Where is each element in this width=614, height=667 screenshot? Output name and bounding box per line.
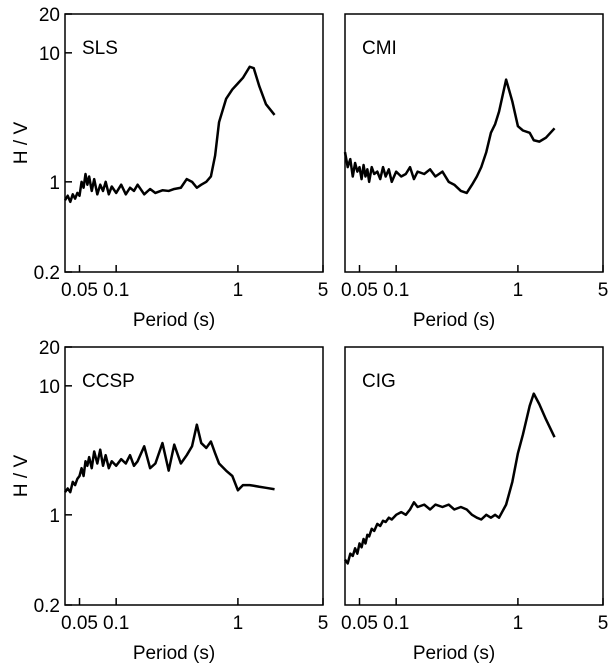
y-tick-label: 0.2	[34, 263, 60, 284]
y-tick-label: 20	[39, 338, 60, 359]
panel-label: SLS	[82, 38, 118, 59]
y-tick-label: 0.2	[34, 596, 60, 617]
x-tick-label: 1	[233, 280, 244, 301]
x-axis-label: Period (s)	[133, 643, 215, 664]
x-tick-label: 0.05	[341, 280, 378, 301]
x-tick-label: 5	[598, 613, 609, 634]
y-tick-label: 10	[39, 44, 60, 65]
x-tick-label: 0.05	[61, 280, 98, 301]
x-tick-label: 1	[513, 280, 524, 301]
x-tick-label: 0.1	[383, 280, 409, 301]
x-tick-label: 5	[318, 280, 329, 301]
y-axis-label: H / V	[11, 122, 32, 165]
hv-curve	[63, 65, 276, 204]
plot-frame	[344, 346, 604, 606]
x-axis-label: Period (s)	[133, 310, 215, 331]
y-tick-label: 10	[39, 377, 60, 398]
y-axis-label: H / V	[11, 455, 32, 498]
panel-label: CMI	[362, 38, 397, 59]
x-tick-label: 0.05	[61, 613, 98, 634]
x-axis-label: Period (s)	[413, 643, 495, 664]
plot-frame	[64, 346, 324, 606]
x-tick-label: 1	[233, 613, 244, 634]
panel-label: CCSP	[82, 371, 135, 392]
hv-curve	[63, 423, 275, 494]
x-tick-label: 5	[318, 613, 329, 634]
x-tick-label: 0.1	[103, 280, 129, 301]
x-tick-label: 5	[598, 280, 609, 301]
hv-curve	[343, 78, 556, 195]
x-tick-label: 1	[513, 613, 524, 634]
x-axis-label: Period (s)	[413, 310, 495, 331]
plot-frame	[344, 13, 604, 273]
plot-frame	[64, 13, 324, 273]
panel-label: CIG	[362, 371, 396, 392]
y-tick-label: 1	[49, 506, 60, 527]
x-tick-label: 0.1	[103, 613, 129, 634]
x-tick-label: 0.05	[341, 613, 378, 634]
x-tick-label: 0.1	[383, 613, 409, 634]
y-tick-label: 1	[49, 173, 60, 194]
y-tick-label: 20	[39, 5, 60, 26]
hv-curve	[343, 392, 556, 565]
